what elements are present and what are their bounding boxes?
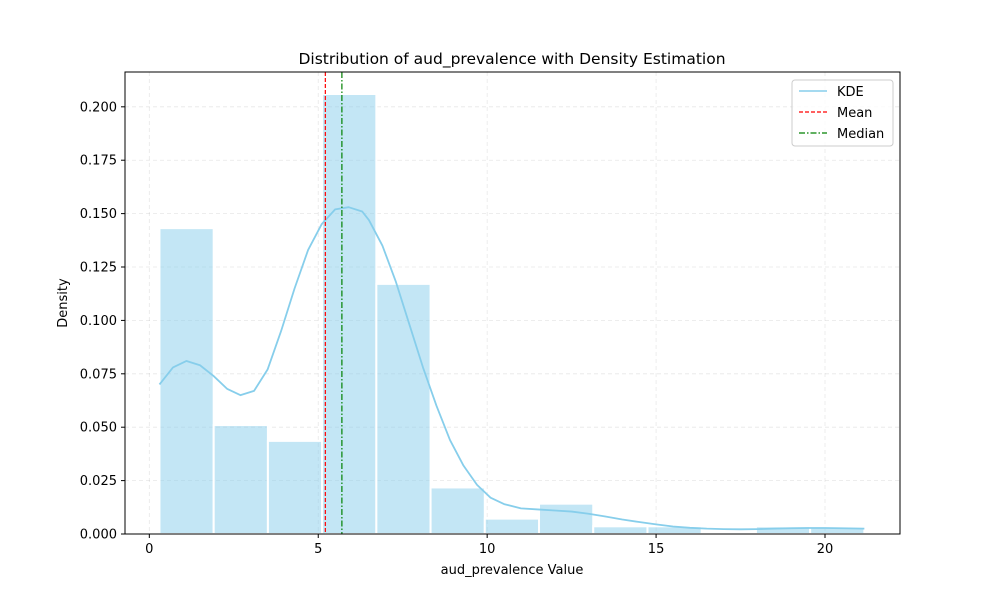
y-tick-label: 0.175 [80, 154, 117, 169]
histogram-bar [538, 502, 595, 535]
y-tick-label: 0.025 [80, 474, 117, 489]
histogram-bar [158, 227, 215, 535]
legend-median-label: Median [837, 127, 884, 142]
legend-kde-label: KDE [837, 85, 864, 100]
histogram-bar [483, 517, 541, 535]
histogram-bar [212, 424, 269, 535]
histogram-bar [321, 93, 378, 535]
histogram-bars [158, 93, 866, 535]
y-tick-label: 0.125 [80, 261, 117, 276]
legend: KDE Mean Median [791, 79, 894, 147]
histogram-bar [266, 439, 324, 535]
y-tick-label: 0.000 [80, 528, 117, 543]
kde-curve-layer [158, 206, 865, 531]
x-tick-label: 15 [648, 542, 665, 557]
histogram-bar [592, 525, 649, 535]
legend-mean-label: Mean [837, 106, 872, 121]
kde-line [158, 206, 865, 531]
y-axis-label: Density [56, 278, 71, 328]
y-tick-label: 0.200 [80, 100, 117, 115]
x-tick-label: 0 [145, 542, 153, 557]
x-axis-label: aud_prevalence Value [441, 563, 584, 578]
y-tick-label: 0.075 [80, 367, 117, 382]
y-tick-label: 0.050 [80, 421, 117, 436]
x-tick-label: 20 [817, 542, 834, 557]
y-tick-label: 0.100 [80, 314, 117, 329]
y-tick-label: 0.150 [80, 207, 117, 222]
chart-title: Distribution of aud_prevalence with Dens… [298, 50, 725, 69]
x-tick-label: 10 [479, 542, 496, 557]
histogram-bar [429, 486, 486, 535]
legend-box [791, 79, 894, 147]
reference-lines [324, 72, 343, 534]
x-axis: 0 5 10 15 20 [145, 534, 833, 557]
histogram-bar [375, 282, 432, 535]
plot-frame [124, 71, 901, 535]
x-tick-label: 5 [314, 542, 322, 557]
y-axis: 0.000 0.025 0.050 0.075 0.100 0.125 0.150 0.175… [80, 100, 125, 543]
